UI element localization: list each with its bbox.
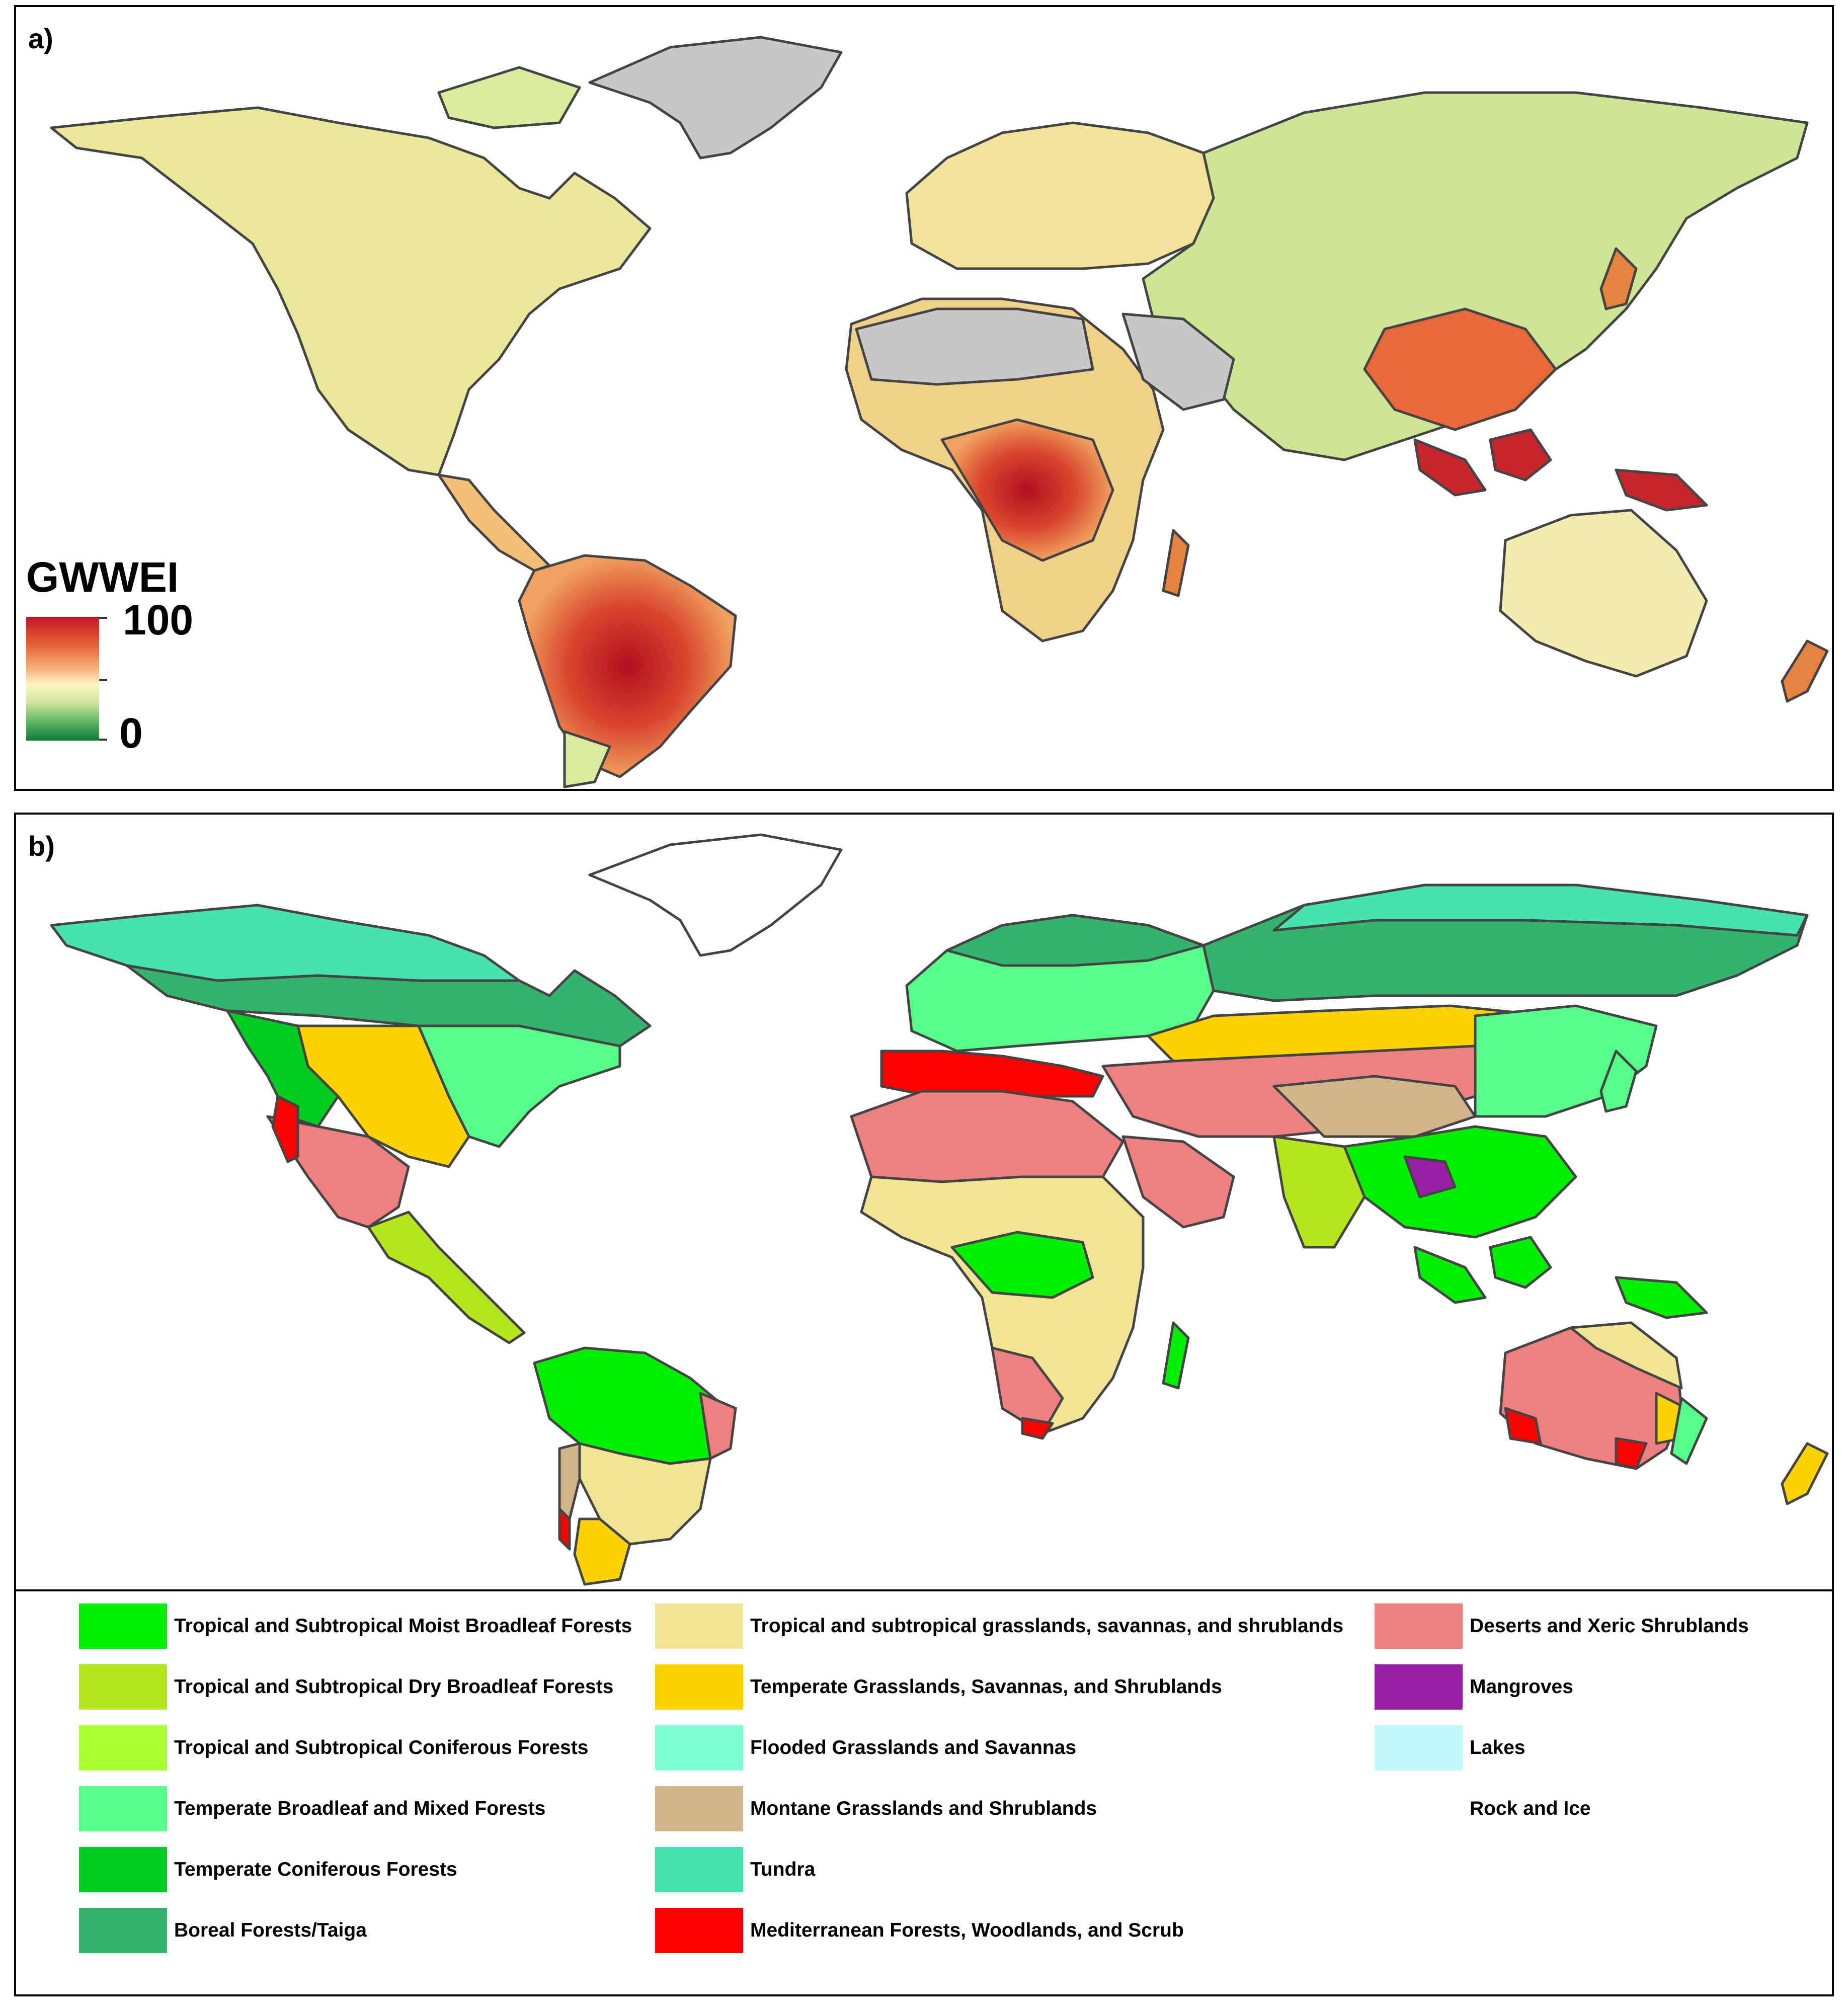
panel-b-label: b) — [28, 830, 55, 862]
legend-swatch — [655, 1725, 743, 1771]
legend-label: Lakes — [1470, 1737, 1525, 1758]
legend-swatch — [79, 1664, 167, 1710]
legend-label: Tropical and Subtropical Coniferous Fore… — [174, 1737, 589, 1758]
gwwei-world-map — [50, 36, 1829, 788]
legend-label: Flooded Grasslands and Savannas — [750, 1737, 1077, 1758]
legend-swatch — [79, 1786, 167, 1831]
legend-item: Tropical and Subtropical Moist Broadleaf… — [79, 1603, 632, 1649]
legend-label: Tundra — [750, 1859, 816, 1880]
legend-label: Tropical and Subtropical Dry Broadleaf F… — [174, 1676, 614, 1698]
legend-swatch — [79, 1725, 167, 1771]
legend-item: Montane Grasslands and Shrublands — [655, 1786, 1097, 1831]
legend-label: Mediterranean Forests, Woodlands, and Sc… — [750, 1919, 1184, 1941]
legend-swatch — [1375, 1786, 1463, 1831]
legend-swatch — [655, 1664, 743, 1710]
colorbar-tick-bottom — [99, 739, 107, 741]
legend-item: Lakes — [1375, 1725, 1525, 1771]
colorbar-gradient — [26, 617, 99, 741]
legend-item: Rock and Ice — [1375, 1786, 1591, 1831]
legend-label: Montane Grasslands and Shrublands — [750, 1798, 1097, 1819]
legend-swatch — [655, 1908, 743, 1953]
legend-item: Temperate Grasslands, Savannas, and Shru… — [655, 1664, 1222, 1710]
legend-label: Temperate Grasslands, Savannas, and Shru… — [750, 1676, 1222, 1698]
legend-swatch — [79, 1908, 167, 1953]
legend-divider — [16, 1589, 1832, 1591]
colorbar-max-label: 100 — [123, 596, 194, 644]
legend-item: Flooded Grasslands and Savannas — [655, 1725, 1076, 1771]
legend-label: Boreal Forests/Taiga — [174, 1919, 367, 1941]
legend-label: Tropical and Subtropical Moist Broadleaf… — [174, 1615, 632, 1637]
legend-item: Temperate Coniferous Forests — [79, 1847, 457, 1892]
legend-item: Boreal Forests/Taiga — [79, 1908, 367, 1953]
panel-a-label: a) — [28, 23, 53, 54]
panel-b-biome-map: b) Tropical and Subtropical Moist Broadl… — [14, 813, 1834, 1996]
legend-label: Mangroves — [1470, 1676, 1573, 1698]
legend-label: Temperate Broadleaf and Mixed Forests — [174, 1798, 546, 1819]
sa-moist-forest-region — [533, 1346, 722, 1465]
legend-swatch — [1375, 1725, 1463, 1771]
legend-item: Mediterranean Forests, Woodlands, and Sc… — [655, 1908, 1184, 1953]
legend-item: Deserts and Xeric Shrublands — [1375, 1603, 1749, 1649]
biome-world-map — [50, 833, 1829, 1586]
na-tundra-region — [50, 904, 521, 982]
legend-item: Tropical and subtropical grasslands, sav… — [655, 1603, 1343, 1649]
greenland-region — [588, 36, 843, 159]
legend-swatch — [655, 1603, 743, 1649]
legend-swatch — [655, 1786, 743, 1831]
legend-label: Rock and Ice — [1470, 1798, 1591, 1819]
africa-biome-region — [850, 1090, 1124, 1183]
legend-item: Tropical and Subtropical Coniferous Fore… — [79, 1725, 588, 1771]
legend-swatch — [79, 1603, 167, 1649]
australia-region — [1499, 509, 1708, 678]
europe-region — [905, 121, 1215, 270]
legend-label: Deserts and Xeric Shrublands — [1470, 1615, 1749, 1637]
legend-swatch — [79, 1847, 167, 1892]
legend-item: Mangroves — [1375, 1664, 1573, 1710]
colorbar-tick-top — [99, 617, 107, 619]
south-america-region — [518, 554, 737, 778]
legend-item: Temperate Broadleaf and Mixed Forests — [79, 1786, 545, 1831]
legend-label: Tropical and subtropical grasslands, sav… — [750, 1615, 1344, 1637]
colorbar-tick-mid — [99, 679, 107, 681]
colorbar-title: GWWEI — [26, 553, 179, 601]
legend-swatch — [1375, 1664, 1463, 1710]
legend-label: Temperate Coniferous Forests — [174, 1859, 457, 1880]
legend-swatch — [1375, 1603, 1463, 1649]
legend-swatch — [655, 1847, 743, 1892]
north-america-region — [50, 106, 652, 476]
biome-legend: Tropical and Subtropical Moist Broadleaf… — [16, 1594, 1832, 1992]
panel-a-gwwei-map: a) GWWEI 100 0 — [14, 5, 1834, 791]
colorbar-min-label: 0 — [119, 709, 143, 757]
legend-item: Tundra — [655, 1847, 815, 1892]
legend-item: Tropical and Subtropical Dry Broadleaf F… — [79, 1664, 613, 1710]
